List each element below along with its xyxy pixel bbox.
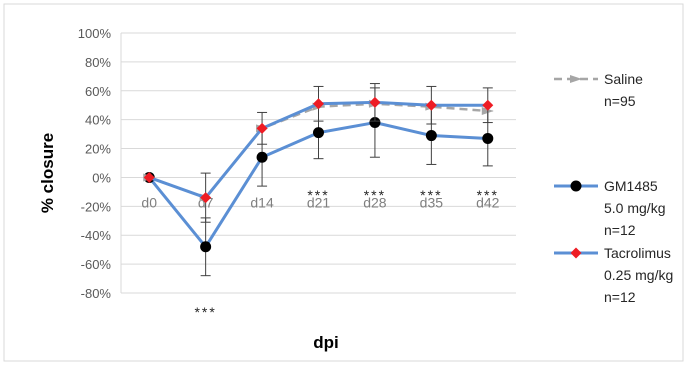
data-point (200, 192, 212, 204)
legend: Saline n=95 GM1485 5.0 mg/kg n=12 Tacrolimus 0… (554, 71, 673, 305)
y-tick-labels: 100% 80% 60% 40% 20% 0% -20% -40% -60% -80% (78, 26, 112, 301)
data-point (482, 132, 494, 144)
significance-marker: *** (420, 187, 442, 203)
legend-label: n=12 (604, 289, 636, 305)
data-point (200, 241, 212, 253)
y-tick-label: 0% (92, 170, 111, 185)
data-point (313, 127, 324, 139)
y-tick-label: 40% (85, 113, 111, 128)
significance-marker: *** (307, 187, 329, 203)
legend-marker (570, 180, 582, 192)
data-point (369, 96, 381, 108)
legend-label: n=12 (604, 222, 636, 238)
data-point (482, 99, 494, 111)
significance-marker: *** (477, 187, 499, 203)
x-tick-label: d42 (476, 194, 500, 210)
y-tick-label: -80% (81, 286, 112, 301)
data-point (369, 117, 381, 129)
x-tick-label: d0 (141, 194, 157, 210)
y-tick-label: 100% (78, 26, 112, 41)
legend-entry-saline: Saline n=95 (554, 71, 643, 109)
x-tick-label: d21 (307, 194, 331, 210)
legend-label: 5.0 mg/kg (604, 200, 665, 216)
legend-marker (570, 75, 582, 83)
data-point (313, 98, 324, 110)
legend-entry-gm1485: GM1485 5.0 mg/kg n=12 (554, 178, 665, 238)
data-point (256, 122, 268, 134)
legend-label: n=95 (604, 93, 636, 109)
y-tick-label: -60% (81, 257, 112, 272)
y-tick-label: 80% (85, 55, 111, 70)
y-tick-label: 20% (85, 142, 111, 157)
annotations: *** *** *** *** *** (194, 187, 499, 320)
y-tick-label: -40% (81, 228, 112, 243)
y-axis-label: % closure (38, 133, 57, 213)
data-point (256, 151, 268, 163)
data-point (425, 130, 437, 142)
data-point (425, 99, 437, 111)
y-tick-label: -20% (81, 199, 112, 214)
grid (120, 32, 516, 294)
x-tick-label: d14 (250, 194, 274, 210)
series-tacrolimus (143, 83, 494, 223)
x-tick-label: d28 (363, 194, 387, 210)
series-layer (143, 83, 494, 277)
y-tick-label: 60% (85, 84, 111, 99)
x-axis-label: dpi (313, 333, 339, 352)
x-tick-label: d35 (420, 194, 444, 210)
legend-label: Tacrolimus (604, 245, 671, 261)
significance-marker: *** (364, 187, 386, 203)
legend-entry-tacrolimus: Tacrolimus 0.25 mg/kg n=12 (554, 245, 673, 305)
legend-label: Saline (604, 71, 643, 87)
x-tick-labels: d0d7d14d21d28d35d42 (141, 194, 499, 210)
chart-border (3, 3, 684, 362)
significance-marker: *** (194, 304, 216, 320)
legend-label: 0.25 mg/kg (604, 267, 673, 283)
data-point (143, 171, 155, 183)
legend-marker (570, 247, 582, 259)
legend-label: GM1485 (604, 178, 658, 194)
